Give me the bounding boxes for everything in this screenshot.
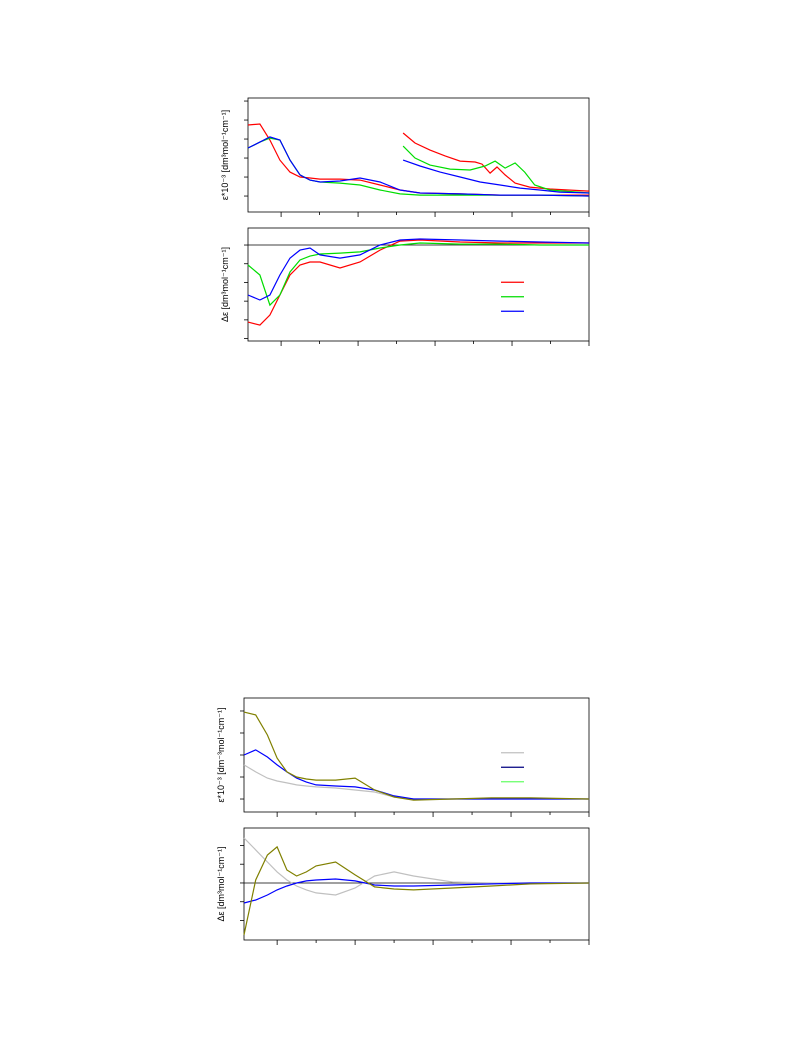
y-axis-label: Δε [dm³mol⁻¹cm⁻¹] <box>216 846 226 921</box>
data-line <box>243 837 589 896</box>
data-line <box>243 711 590 801</box>
y-axis-label: Δε [dm³mol⁻¹cm⁻¹] <box>220 247 230 322</box>
y-axis-label: ε*10⁻³ [dm⁻³mol⁻¹cm⁻¹] <box>216 707 226 802</box>
plot-frame <box>243 697 590 813</box>
data-line <box>243 749 589 800</box>
plot-frame <box>243 827 590 941</box>
y-axis-label: ε*10⁻³ [dm³mol⁻¹cm⁻¹] <box>220 110 230 200</box>
data-line <box>243 878 589 904</box>
data-line <box>402 145 590 194</box>
data-line <box>402 159 590 194</box>
data-line <box>247 242 589 307</box>
data-line <box>247 239 589 326</box>
data-line <box>243 764 589 800</box>
data-line <box>243 845 590 936</box>
data-line <box>247 238 590 301</box>
data-line <box>247 136 590 197</box>
plot-frame <box>247 227 590 342</box>
data-line <box>402 132 590 192</box>
plot-frame <box>247 97 590 213</box>
